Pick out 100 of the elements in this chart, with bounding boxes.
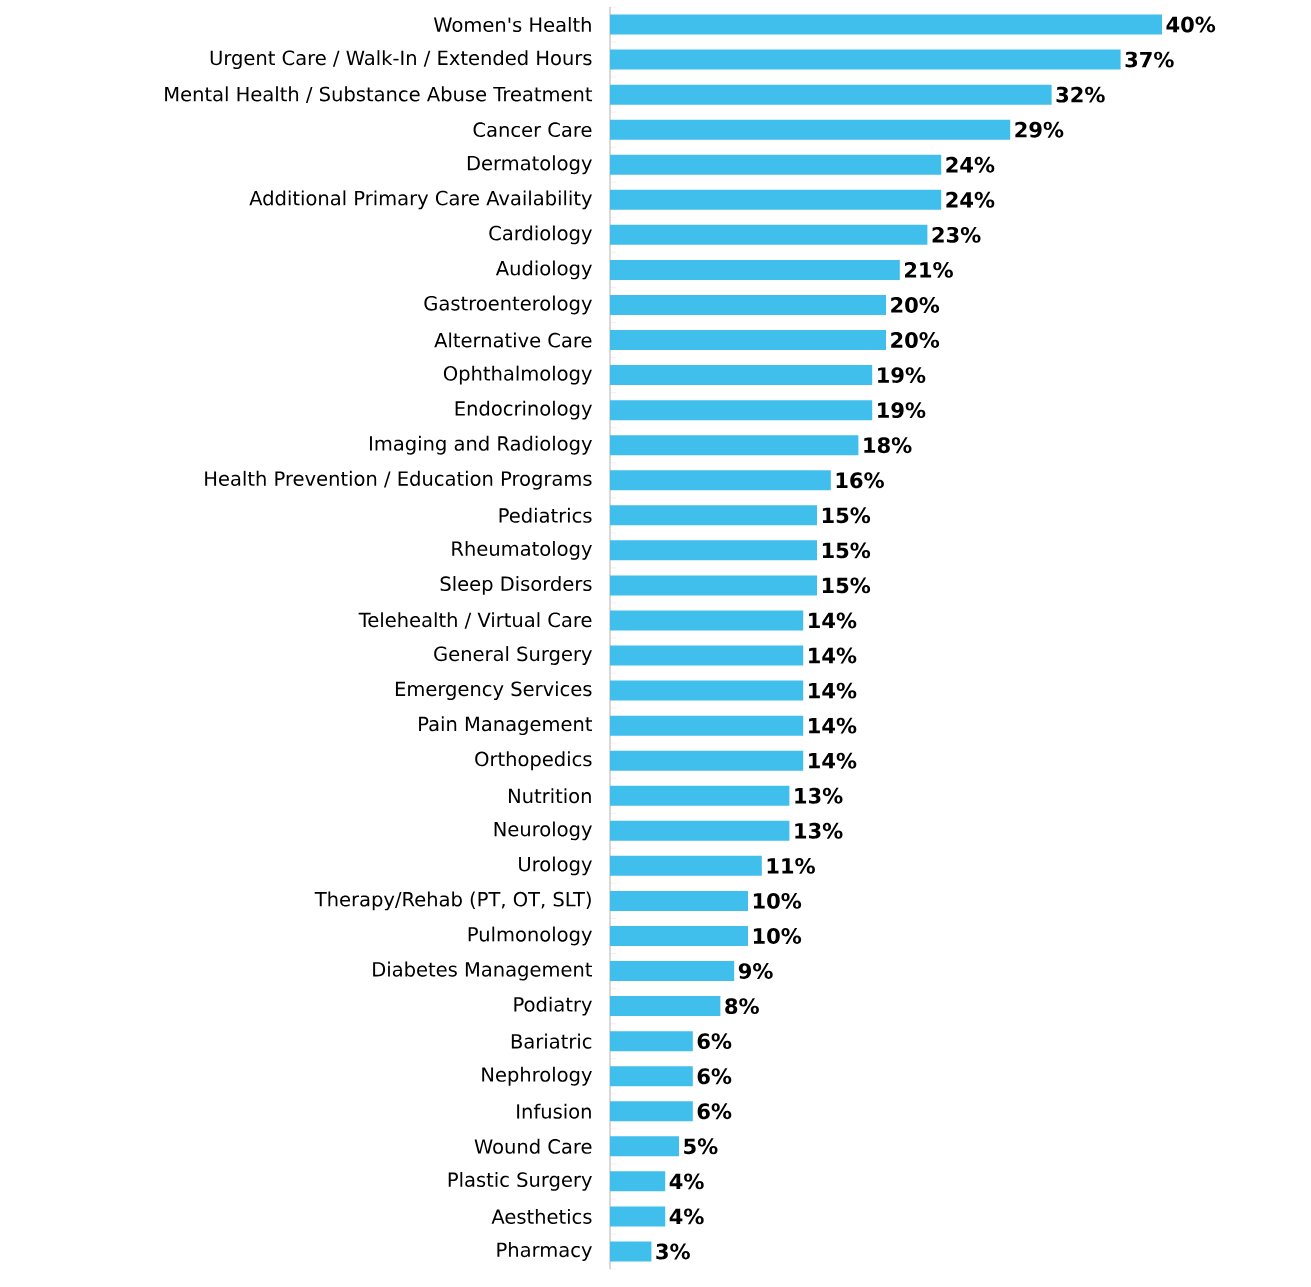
y-tick-label: Rheumatology	[452, 540, 592, 560]
bar	[610, 119, 1011, 140]
data-label: 14%	[809, 647, 857, 664]
data-label: 19%	[878, 402, 926, 419]
y-tick-label: Therapy/Rehab (PT, OT, SLT)	[314, 891, 591, 911]
y-tick-label: Endocrinology	[455, 400, 592, 420]
bar	[610, 1241, 652, 1262]
data-label: 15%	[822, 542, 871, 559]
y-tick-label: Ophthalmology	[443, 365, 592, 385]
data-label: 20%	[891, 332, 940, 348]
y-tick-label: Sleep Disorders	[440, 576, 592, 595]
data-label: 10%	[753, 892, 802, 909]
bar	[610, 785, 790, 806]
bar	[610, 365, 873, 386]
bar	[610, 610, 804, 631]
bar	[610, 750, 804, 771]
data-label: 24%	[946, 156, 995, 173]
bar	[610, 49, 1121, 70]
y-tick-label: General Surgery	[434, 646, 592, 665]
bar	[610, 224, 928, 245]
data-label: 14%	[809, 682, 857, 699]
data-label: 6%	[697, 1103, 732, 1120]
data-label: 14%	[809, 752, 857, 769]
bar	[610, 1031, 693, 1052]
data-label: 19%	[878, 367, 926, 384]
y-tick-label: Audiology	[495, 260, 592, 280]
data-label: 11%	[767, 857, 815, 874]
bar	[610, 1136, 679, 1157]
data-label: 37%	[1125, 51, 1174, 68]
y-tick-label: Emergency Services	[395, 681, 592, 701]
bar	[610, 961, 735, 982]
bar	[610, 400, 873, 421]
data-label: 15%	[822, 577, 871, 594]
data-label: 23%	[932, 226, 981, 243]
y-tick-label: Health Prevention / Education Programs	[205, 470, 592, 490]
y-tick-label: Plastic Surgery	[448, 1171, 592, 1191]
y-tick-label: Wound Care	[474, 1138, 592, 1154]
data-label: 20%	[891, 297, 940, 313]
bar	[610, 645, 804, 666]
y-tick-label: Mental Health / Substance Abuse Treatment	[165, 86, 593, 103]
bar	[610, 925, 748, 946]
bar	[610, 259, 900, 280]
y-tick-label: Additional Primary Care Availability	[249, 190, 592, 210]
data-label: 40%	[1166, 16, 1216, 33]
data-label: 4%	[669, 1208, 704, 1225]
data-label: 13%	[795, 787, 843, 804]
bar	[610, 1206, 666, 1227]
bar	[610, 575, 817, 596]
bar	[610, 1101, 693, 1122]
data-label: 24%	[946, 191, 995, 208]
data-label: 14%	[809, 612, 857, 629]
bar	[610, 84, 1052, 105]
y-tick-label: Orthopedics	[475, 751, 592, 771]
data-label: 6%	[697, 1068, 732, 1085]
y-tick-label: Urgent Care / Walk-In / Extended Hours	[210, 50, 592, 70]
y-tick-label: Telehealth / Virtual Care	[358, 612, 592, 629]
data-label: 8%	[725, 998, 759, 1015]
data-label: 4%	[669, 1173, 704, 1190]
y-tick-label: Pulmonology	[468, 926, 592, 946]
data-label: 10%	[753, 928, 802, 944]
data-label: 16%	[836, 472, 884, 489]
y-tick-label: Nutrition	[509, 788, 591, 804]
bar	[610, 715, 804, 736]
bar	[610, 540, 817, 561]
y-tick-label: Dermatology	[467, 155, 592, 175]
bar	[610, 890, 748, 911]
y-tick-label: Neurology	[494, 821, 592, 841]
bar	[610, 189, 942, 210]
bar	[610, 294, 886, 315]
bar	[610, 14, 1163, 35]
data-label: 13%	[795, 822, 843, 839]
y-tick-label: Diabetes Management	[373, 961, 592, 981]
bar	[610, 1171, 666, 1192]
y-tick-label: Nephrology	[482, 1066, 592, 1086]
y-tick-label: Urology	[519, 856, 592, 876]
data-label: 3%	[656, 1243, 690, 1260]
bar	[610, 996, 721, 1017]
bar	[610, 855, 762, 876]
y-tick-label: Podiatry	[514, 996, 592, 1016]
bar	[610, 330, 886, 351]
y-tick-label: Women's Health	[433, 16, 591, 33]
bar	[610, 505, 817, 526]
y-tick-label: Cardiology	[489, 225, 592, 245]
y-tick-label: Gastroenterology	[424, 295, 592, 315]
y-tick-label: Pediatrics	[499, 507, 592, 523]
y-tick-label: Bariatric	[511, 1033, 592, 1049]
y-tick-label: Cancer Care	[473, 122, 592, 138]
y-tick-label: Alternative Care	[434, 332, 592, 348]
y-tick-label: Infusion	[517, 1103, 591, 1119]
data-label: 21%	[905, 261, 953, 278]
data-label: 29%	[1015, 121, 1064, 138]
data-label: 32%	[1056, 86, 1105, 103]
bar	[610, 470, 831, 491]
data-label: 14%	[809, 717, 857, 734]
bar	[610, 435, 859, 456]
data-label: 5%	[684, 1138, 718, 1155]
data-label: 15%	[822, 507, 871, 524]
data-label: 9%	[738, 963, 773, 979]
y-tick-label: Imaging and Radiology	[370, 435, 592, 455]
data-label: 18%	[864, 437, 912, 454]
